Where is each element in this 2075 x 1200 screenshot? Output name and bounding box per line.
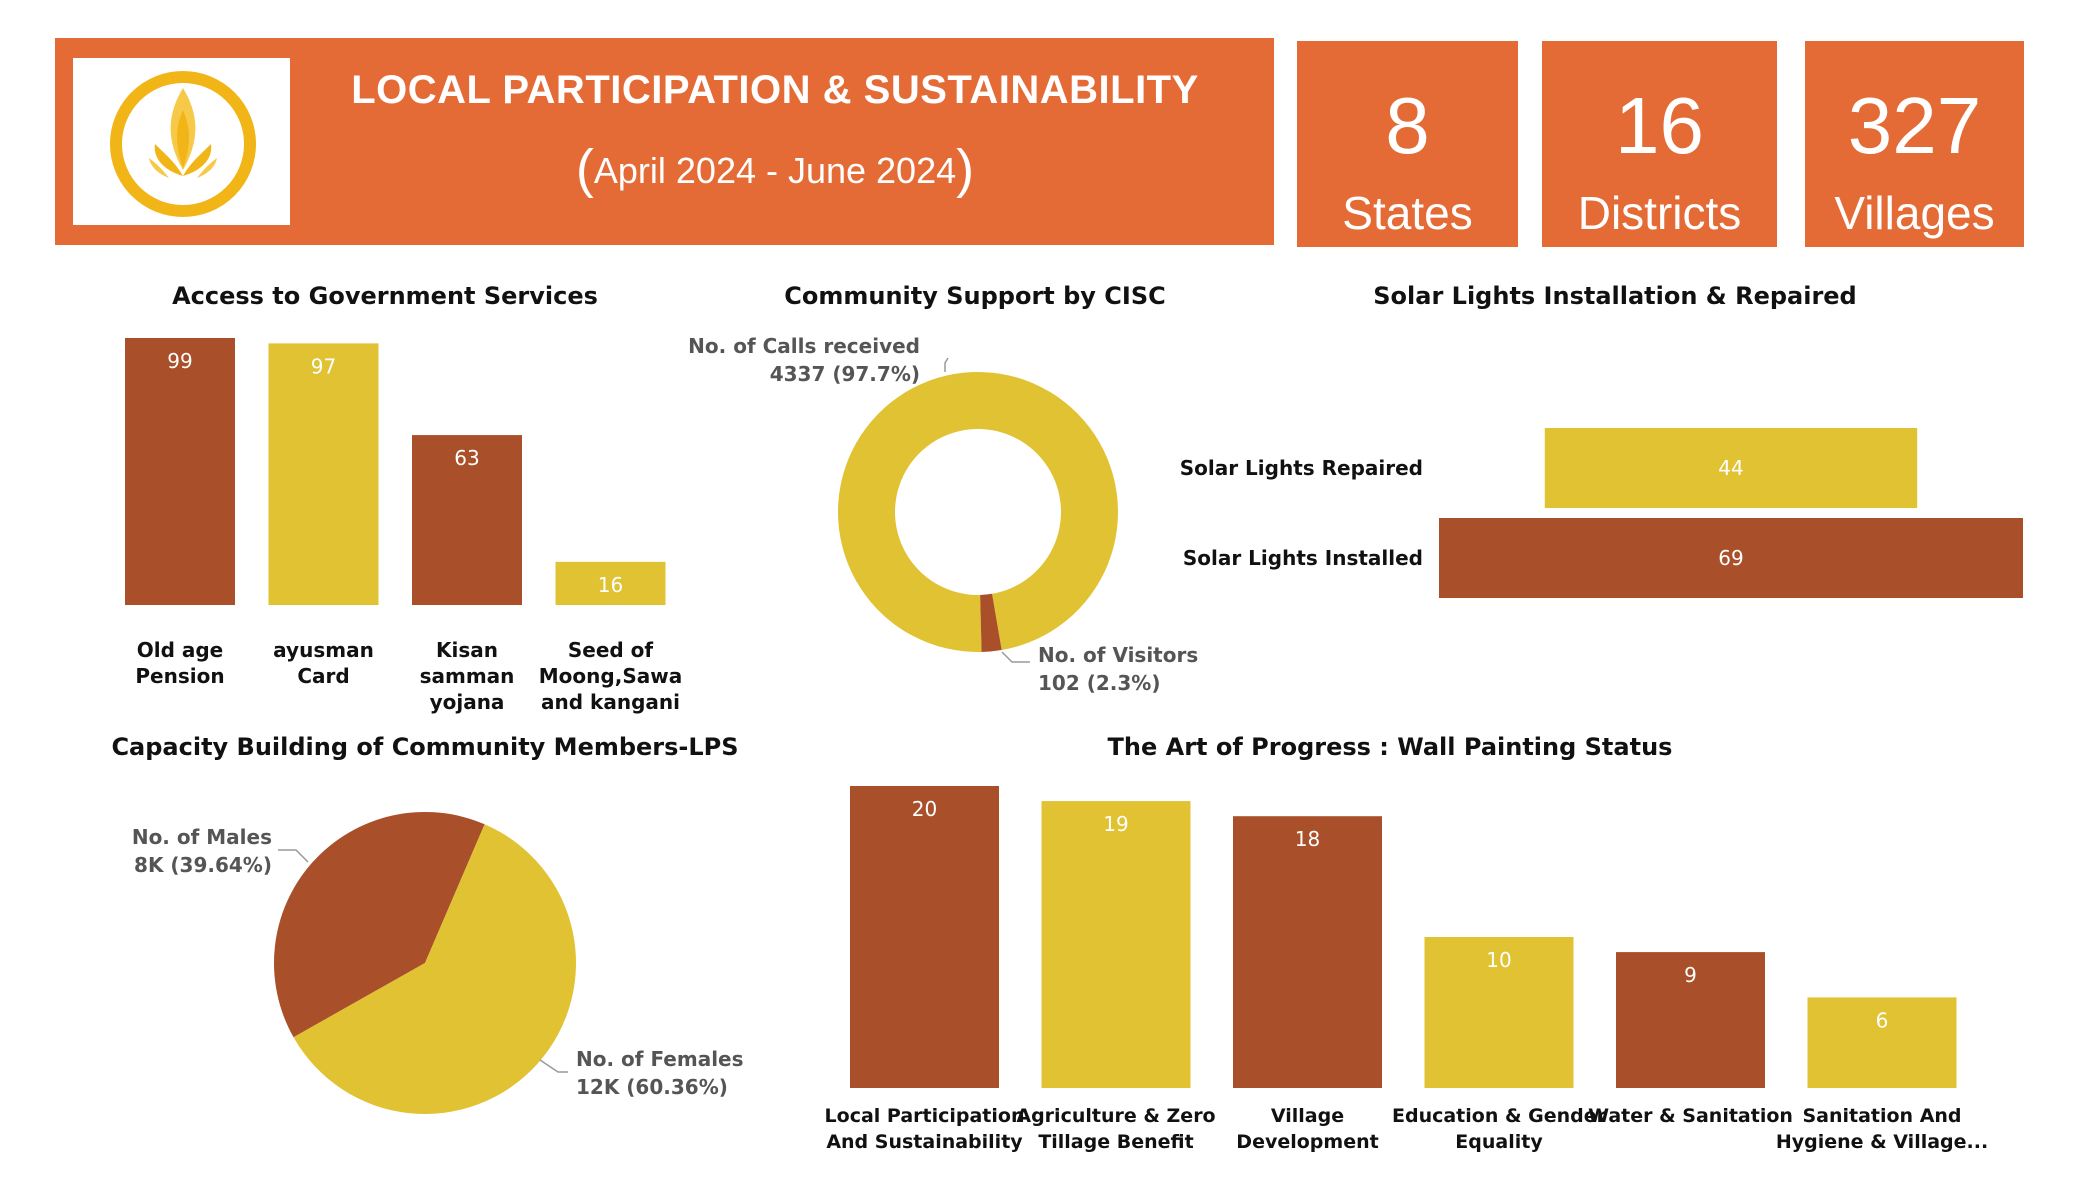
category-label-3: Education & Gender Equality: [1392, 1105, 1607, 1153]
bar-value-label-2: 63: [454, 446, 479, 470]
bar-value-label-3: 16: [598, 573, 623, 597]
category-label-1: ayusman Card: [273, 638, 374, 688]
bar-1: [1041, 801, 1191, 1088]
capacity-title: Capacity Building of Community Members-L…: [111, 733, 739, 761]
solar-value-label-0: 44: [1718, 456, 1743, 480]
bar-value-label-3: 10: [1486, 948, 1511, 972]
kpi-villages-value: 327: [1847, 81, 1982, 170]
date-range-text: April 2024 - June 2024: [593, 150, 957, 191]
bar-4: [1616, 952, 1765, 1088]
cisc-title: Community Support by CISC: [784, 282, 1166, 310]
bar-value-label-1: 19: [1103, 812, 1128, 836]
cisc-donut-chart: No. of Calls received 4337 (97.7%) No. of …: [688, 334, 1198, 695]
slice-value-1: 12K (60.36%): [576, 1075, 728, 1099]
leader-line-0: [944, 357, 949, 372]
bar-3: [1424, 937, 1574, 1088]
slice-label-1: No. of Females: [576, 1047, 744, 1071]
category-label-2: Village Development: [1236, 1105, 1378, 1153]
bar-value-label-0: 99: [167, 349, 192, 373]
bar-value-label-4: 9: [1684, 963, 1697, 987]
bar-1: [268, 343, 379, 605]
solar-category-label-1: Solar Lights Installed: [1183, 546, 1423, 570]
kpi-states-value: 8: [1385, 81, 1430, 170]
slice-1: [980, 593, 1002, 652]
bar-value-label-5: 6: [1876, 1008, 1889, 1032]
category-label-5: Sanitation And Hygiene & Village...: [1776, 1105, 1988, 1153]
bar-5: [1807, 997, 1957, 1088]
date-close-paren: ): [956, 139, 975, 199]
leader-line-1: [1001, 651, 1030, 663]
wall-title: The Art of Progress : Wall Painting Stat…: [1107, 733, 1673, 761]
leader-line-1: [539, 1059, 568, 1073]
slice-label-0: No. of Males: [132, 825, 272, 849]
kpi-villages-label: Villages: [1834, 187, 1995, 239]
solar-category-label-0: Solar Lights Repaired: [1180, 456, 1423, 480]
date-open-paren: (: [575, 139, 594, 199]
bar-3: [555, 561, 666, 605]
slice-value-0: 4337 (97.7%): [770, 362, 920, 386]
solar-bar-1: [1439, 518, 2023, 598]
slice-1: [293, 824, 576, 1114]
kpi-districts-label: Districts: [1577, 187, 1742, 239]
slice-value-1: 102 (2.3%): [1038, 671, 1160, 695]
category-label-2: Kisan samman yojana: [420, 638, 515, 714]
bar-value-label-0: 20: [912, 797, 937, 821]
solar-value-label-1: 69: [1718, 546, 1743, 570]
kpi-states-label: States: [1342, 187, 1473, 239]
kpi-states: 8 States: [1297, 41, 1518, 247]
logo: [73, 58, 290, 225]
category-label-1: Agriculture & Zero Tillage Benefit: [1016, 1105, 1215, 1153]
kpi-districts: 16 Districts: [1542, 41, 1777, 247]
date-range: (April 2024 - June 2024): [300, 138, 1250, 200]
solar-title: Solar Lights Installation & Repaired: [1373, 282, 1857, 310]
solar-bar-0: [1544, 428, 1918, 508]
slice-0: [838, 372, 1119, 652]
slice-value-0: 8K (39.64%): [134, 853, 272, 877]
bar-value-label-1: 97: [311, 354, 336, 378]
bar-0: [850, 786, 999, 1088]
category-label-0: Old age Pension: [135, 638, 224, 688]
capacity-pie-chart: No. of Males 8K (39.64%) No. of Females 12K…: [132, 812, 744, 1114]
kpi-villages: 327 Villages: [1805, 41, 2024, 247]
category-label-3: Seed of Moong,Sawa and kangani: [539, 638, 682, 714]
slice-label-1: No. of Visitors: [1038, 643, 1198, 667]
leader-line-0: [278, 849, 309, 863]
solar-bar-chart: 44 Solar Lights Repaired 69 Solar Lights In…: [1180, 428, 2023, 598]
category-label-4: Water & Sanitation: [1588, 1105, 1793, 1127]
kpi-districts-value: 16: [1615, 81, 1704, 170]
page-title: LOCAL PARTICIPATION & SUSTAINABILITY: [351, 68, 1199, 112]
bar-2: [412, 435, 522, 605]
category-label-0: Local Participation And Sustainability: [825, 1105, 1025, 1153]
slice-0: [274, 812, 485, 1038]
gov-services-chart: 99 Old age Pension 97 ayusman Card 63 Kisan samm…: [125, 338, 682, 714]
slice-label-0: No. of Calls received: [688, 334, 920, 358]
bar-2: [1233, 816, 1382, 1088]
bar-value-label-2: 18: [1295, 827, 1320, 851]
flame-logo-icon: [110, 71, 256, 217]
bar-0: [125, 338, 235, 605]
wall-painting-chart: 20 Local Participation And Sustainability 1…: [825, 786, 1988, 1153]
gov-services-title: Access to Government Services: [172, 282, 598, 310]
